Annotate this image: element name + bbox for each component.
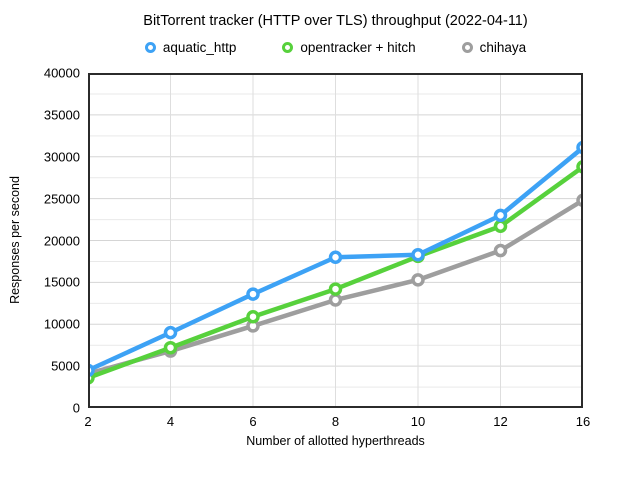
- x-tick-label: 16: [575, 414, 591, 429]
- data-point: [411, 247, 425, 262]
- x-axis-title: Number of allotted hyperthreads: [246, 434, 425, 448]
- x-tick-label: 4: [166, 414, 175, 429]
- y-tick-label: 15000: [43, 274, 80, 290]
- legend-item-opentracker-hitch: opentracker + hitch: [282, 40, 416, 55]
- data-point: [493, 219, 508, 234]
- data-point: [328, 293, 343, 307]
- series-marker-icon: [461, 42, 473, 53]
- chart-title: BitTorrent tracker (HTTP over TLS) throu…: [143, 13, 528, 29]
- y-tick-label: 10000: [43, 316, 80, 332]
- y-tick-label: 0: [72, 400, 80, 416]
- data-point: [493, 243, 508, 258]
- y-tick-label: 20000: [43, 233, 80, 248]
- legend-label: chihaya: [479, 40, 527, 55]
- y-tick-label: 5000: [51, 358, 80, 374]
- series-marker-icon: [144, 42, 156, 53]
- legend-label: opentracker + hitch: [300, 40, 416, 55]
- series-marker-icon: [282, 42, 294, 53]
- plot-area: [81, 73, 590, 408]
- data-point: [163, 325, 178, 340]
- y-tick-label: 35000: [43, 107, 80, 123]
- data-point: [328, 250, 343, 264]
- legend: aquatic_http opentracker + hitch chihaya: [88, 40, 583, 55]
- x-tick-label: 2: [84, 414, 92, 429]
- y-tick-label: 30000: [43, 149, 80, 165]
- y-tick-label: 25000: [43, 191, 80, 207]
- x-tick-label: 8: [331, 414, 340, 429]
- x-tick-label: 10: [410, 414, 426, 429]
- y-axis-title: Responses per second: [8, 176, 22, 304]
- legend-item-chihaya: chihaya: [461, 40, 527, 55]
- x-tick-label: 12: [493, 414, 508, 429]
- x-tick-label: 6: [249, 414, 257, 429]
- data-point: [246, 309, 260, 324]
- legend-label: aquatic_http: [162, 40, 237, 55]
- legend-item-aquatic-http: aquatic_http: [144, 40, 237, 55]
- data-point: [493, 208, 508, 223]
- data-point: [246, 287, 260, 301]
- plot-border: [88, 73, 583, 408]
- line-chart: [81, 73, 590, 408]
- data-point: [411, 273, 425, 287]
- data-point: [328, 282, 343, 296]
- y-tick-label: 40000: [43, 65, 80, 81]
- data-point: [163, 340, 178, 355]
